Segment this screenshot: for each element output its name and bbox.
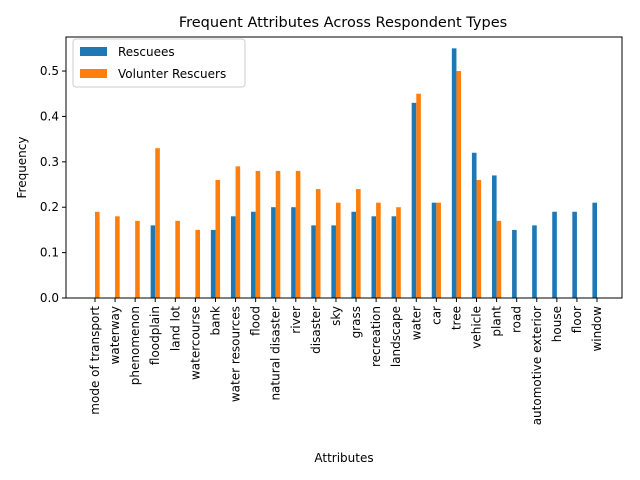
bar-volunteer-rescuers [255, 170, 261, 298]
bar-volunteer-rescuers [476, 179, 482, 298]
y-tick-label: 0.1 [40, 246, 59, 260]
bar-rescuees [271, 207, 276, 298]
bar-volunteer-rescuers [155, 148, 160, 298]
legend-box [72, 38, 246, 88]
x-tick-label: automotive exterior [530, 306, 544, 425]
y-axis: 0.0 0.1 0.2 0.3 0.4 0.5 [40, 64, 66, 305]
legend-label: Rescuees [118, 45, 175, 59]
y-tick-label: 0.5 [40, 64, 59, 78]
bars-group [95, 48, 597, 299]
bar-volunteer-rescuers [315, 189, 321, 298]
bar-volunteer-rescuers [135, 220, 140, 298]
x-tick-label: disaster [309, 306, 323, 354]
bar-volunteer-rescuers [295, 170, 301, 298]
x-tick-label: bank [208, 306, 222, 336]
legend-label: Volunter Rescuers [118, 67, 226, 81]
bar-volunteer-rescuers [416, 93, 421, 298]
x-tick-label: mode of transport [88, 306, 102, 415]
bar-rescuees [311, 225, 316, 298]
bar-rescuees [592, 202, 597, 298]
bar-volunteer-rescuers [356, 189, 361, 298]
x-tick-label: grass [349, 306, 363, 338]
bar-rescuees [291, 207, 296, 298]
x-tick-label: vehicle [470, 306, 484, 349]
bar-rescuees [210, 229, 216, 298]
bar-rescuees [391, 216, 397, 298]
bar-volunteer-rescuers [456, 71, 462, 298]
x-tick-label: sky [329, 306, 343, 326]
x-tick-label: phenomenon [128, 306, 142, 385]
y-tick-label: 0.2 [40, 200, 59, 214]
chart-title: Frequent Attributes Across Respondent Ty… [179, 15, 507, 31]
legend-swatch [80, 69, 107, 78]
x-tick-label: river [289, 306, 303, 334]
bar-volunteer-rescuers [436, 202, 441, 298]
bar-volunteer-rescuers [195, 229, 200, 298]
x-tick-label: waterway [108, 306, 122, 364]
bar-volunteer-rescuers [376, 202, 381, 298]
bar-volunteer-rescuers [275, 170, 281, 298]
bar-rescuees [331, 225, 336, 298]
bar-rescuees [451, 48, 457, 298]
x-tick-label: flood [249, 306, 263, 336]
y-tick-label: 0.0 [40, 291, 59, 305]
bar-rescuees [150, 225, 156, 298]
bar-rescuees [230, 216, 236, 298]
x-tick-label: water resources [229, 306, 243, 402]
x-tick-label: land lot [168, 306, 182, 351]
bar-rescuees [471, 152, 477, 298]
bar-volunteer-rescuers [235, 166, 241, 298]
x-tick-label: watercourse [188, 306, 202, 380]
y-tick-label: 0.3 [40, 155, 59, 169]
bar-volunteer-rescuers [396, 207, 401, 298]
x-axis: mode of transport waterway phenomenon flood… [88, 298, 604, 425]
bar-rescuees [512, 229, 517, 298]
bar-rescuees [572, 211, 577, 298]
bar-volunteer-rescuers [215, 179, 221, 298]
bar-volunteer-rescuers [115, 216, 120, 298]
bar-volunteer-rescuers [335, 202, 341, 298]
x-tick-label: road [510, 306, 524, 333]
x-tick-label: recreation [369, 306, 383, 367]
x-tick-label: floodplain [148, 306, 162, 365]
y-tick-label: 0.4 [40, 109, 59, 123]
x-tick-label: house [550, 306, 564, 342]
x-tick-label: water [409, 306, 423, 340]
x-tick-label: plant [490, 306, 504, 337]
x-tick-label: natural disaster [269, 306, 283, 401]
bar-rescuees [411, 102, 417, 299]
bar-volunteer-rescuers [175, 220, 180, 298]
bar-rescuees [492, 175, 497, 298]
x-tick-label: car [429, 306, 443, 325]
x-tick-label: floor [570, 306, 584, 333]
legend-swatch [80, 47, 107, 56]
x-tick-label: window [590, 306, 604, 352]
y-axis-label: Frequency [15, 137, 29, 199]
bar-rescuees [431, 202, 437, 298]
bar-rescuees [251, 211, 256, 298]
bar-rescuees [532, 225, 537, 298]
bar-volunteer-rescuers [496, 220, 502, 298]
legend: Rescuees Volunter Rescuers [72, 38, 246, 88]
x-tick-label: tree [449, 306, 463, 330]
bar-rescuees [552, 211, 557, 298]
bar-rescuees [351, 211, 357, 298]
x-axis-label: Attributes [314, 451, 373, 465]
bar-rescuees [371, 216, 377, 298]
x-tick-label: landscape [389, 306, 403, 367]
plot-frame [65, 36, 623, 299]
bar-volunteer-rescuers [95, 211, 100, 298]
